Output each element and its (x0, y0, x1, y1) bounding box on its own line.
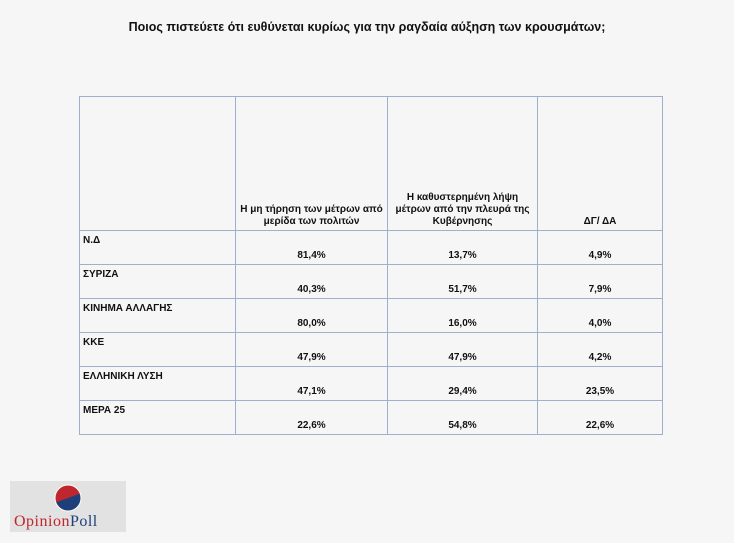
value-cell: 4,0% (537, 298, 663, 333)
value: 4,0% (588, 318, 612, 329)
table-row: Ν.Δ 81,4% 13,7% 4,9% (79, 230, 663, 265)
header-citizens: Η μη τήρηση των μέτρων από μερίδα των πο… (235, 96, 388, 231)
party-name: ΚΙΝΗΜΑ ΑΛΛΑΓΗΣ (83, 303, 173, 314)
value-cell: 4,2% (537, 332, 663, 367)
party-name: Ν.Δ (83, 235, 101, 246)
page-title: Ποιος πιστεύετε ότι ευθύνεται κυρίως για… (128, 20, 606, 34)
logo-text: OpinionPoll (14, 513, 98, 531)
header-government: Η καθυστερημένη λήψη μέτρων από την πλευ… (387, 96, 538, 231)
table-row: ΣΥΡΙΖΑ 40,3% 51,7% 7,9% (79, 264, 663, 299)
party-name: ΜΕΡΑ 25 (83, 405, 126, 416)
value-cell: 54,8% (387, 400, 538, 435)
value-cell: 22,6% (235, 400, 388, 435)
value: 40,3% (297, 284, 326, 295)
value: 16,0% (448, 318, 477, 329)
value-cell: 23,5% (537, 366, 663, 401)
party-name: ΣΥΡΙΖΑ (83, 269, 119, 280)
value-cell: 47,9% (387, 332, 538, 367)
opinionpoll-logo: OpinionPoll (10, 481, 126, 532)
table-row: ΚΙΝΗΜΑ ΑΛΛΑΓΗΣ 80,0% 16,0% 4,0% (79, 298, 663, 333)
value: 51,7% (448, 284, 477, 295)
value: 7,9% (588, 284, 612, 295)
value: 29,4% (448, 386, 477, 397)
value-cell: 4,9% (537, 230, 663, 265)
header-dk-na: ΔΓ/ ΔΑ (537, 96, 663, 231)
value: 47,9% (448, 352, 477, 363)
value-cell: 13,7% (387, 230, 538, 265)
table-row: ΜΕΡΑ 25 22,6% 54,8% 22,6% (79, 400, 663, 435)
table-row: ΚΚΕ 47,9% 47,9% 4,2% (79, 332, 663, 367)
value-cell: 22,6% (537, 400, 663, 435)
value: 81,4% (297, 250, 326, 261)
party-cell: ΚΚΕ (79, 332, 236, 367)
value-cell: 40,3% (235, 264, 388, 299)
party-cell: ΚΙΝΗΜΑ ΑΛΛΑΓΗΣ (79, 298, 236, 333)
value-cell: 47,1% (235, 366, 388, 401)
value: 54,8% (448, 420, 477, 431)
value: 4,9% (588, 250, 612, 261)
value-cell: 7,9% (537, 264, 663, 299)
party-cell: Ν.Δ (79, 230, 236, 265)
value: 47,1% (297, 386, 326, 397)
header-empty (79, 96, 236, 231)
value-cell: 81,4% (235, 230, 388, 265)
value-cell: 29,4% (387, 366, 538, 401)
party-cell: ΕΛΛΗΝΙΚΗ ΛΥΣΗ (79, 366, 236, 401)
value: 4,2% (588, 352, 612, 363)
value-cell: 16,0% (387, 298, 538, 333)
value-cell: 47,9% (235, 332, 388, 367)
table-header-row: Η μη τήρηση των μέτρων από μερίδα των πο… (79, 96, 663, 231)
value: 47,9% (297, 352, 326, 363)
party-name: ΕΛΛΗΝΙΚΗ ΛΥΣΗ (83, 371, 163, 382)
value: 22,6% (585, 420, 615, 431)
party-cell: ΣΥΡΙΖΑ (79, 264, 236, 299)
logo-text-part2: Poll (69, 513, 98, 530)
logo-circle-icon (54, 484, 82, 512)
party-cell: ΜΕΡΑ 25 (79, 400, 236, 435)
party-name: ΚΚΕ (83, 337, 105, 348)
value: 22,6% (297, 420, 326, 431)
value-cell: 80,0% (235, 298, 388, 333)
value: 13,7% (448, 250, 477, 261)
results-table: Η μη τήρηση των μέτρων από μερίδα των πο… (79, 96, 663, 435)
logo-text-part1: Opinion (14, 513, 70, 530)
value: 23,5% (585, 386, 615, 397)
value-cell: 51,7% (387, 264, 538, 299)
value: 80,0% (297, 318, 326, 329)
table-row: ΕΛΛΗΝΙΚΗ ΛΥΣΗ 47,1% 29,4% 23,5% (79, 366, 663, 401)
